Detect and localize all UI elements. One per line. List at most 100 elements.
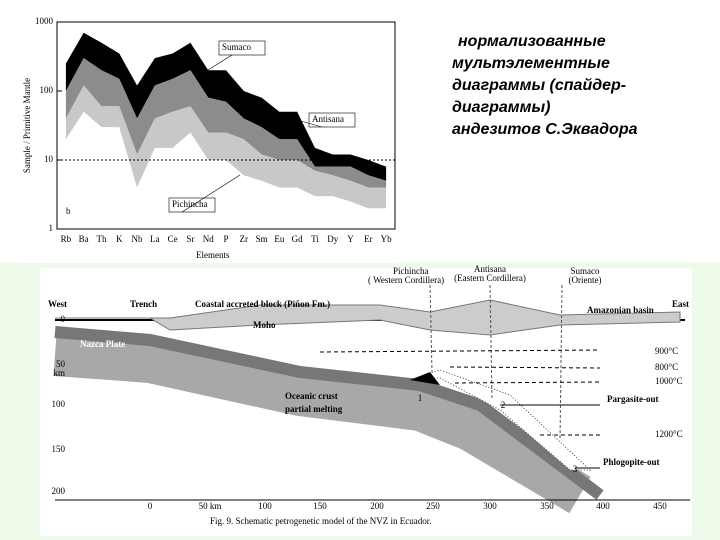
depth-label-line: km (53, 368, 65, 378)
distance-label: 100 (258, 501, 272, 511)
band-area (65, 32, 387, 181)
section-labels: West East Trench Coastal accreted block … (48, 264, 689, 526)
label: 1000°C (655, 376, 683, 386)
y-tick-label: 100 (40, 85, 54, 95)
plot-frame (56, 21, 396, 230)
heading-line: мультэлементные (452, 55, 610, 72)
label: partial melting (285, 404, 343, 414)
label: 1200°C (655, 429, 683, 439)
leader-line (289, 117, 323, 128)
melt-zone (409, 369, 592, 471)
heading-line: андезитов С.Эквадора (452, 121, 638, 138)
cross-section (53, 284, 690, 514)
series-label-box (168, 197, 216, 213)
label: Sumaco (571, 266, 600, 276)
depth-label: 50 km (53, 359, 65, 378)
stage: 3 (573, 464, 578, 474)
depth-label-line: 150 (52, 444, 66, 454)
label: Pargasite-out (607, 394, 659, 404)
depth-label: 100 (52, 399, 66, 409)
distance-label: 300 (483, 501, 497, 511)
label: (Eastern Cordillera) (454, 273, 526, 283)
slab-mantle (53, 334, 591, 514)
x-tick-label: Ti (311, 234, 319, 244)
label: Antisana (474, 264, 506, 274)
y-tick-label: 1000 (35, 16, 54, 26)
x-tick-label: K (116, 234, 123, 244)
melt-core (410, 372, 440, 385)
x-tick-label: Nd (203, 234, 214, 244)
x-tick-label: P (223, 234, 228, 244)
x-tick-label: Zr (240, 234, 249, 244)
magma-conduit (429, 284, 563, 441)
y-axis-label: Sample / Primitive Mantle (22, 78, 32, 173)
series-label-box (218, 40, 266, 56)
label: Moho (253, 320, 276, 330)
heading-line: диаграммы) (452, 99, 550, 116)
label: Nazca Plate (80, 339, 125, 349)
distance-label: 350 (540, 501, 554, 511)
heading-line: диаграммы (спайдер- (452, 77, 626, 94)
x-tick-label: Sm (256, 234, 268, 244)
x-tick-label: La (150, 234, 160, 244)
depth-label: 200 (52, 486, 66, 496)
x-tick-label: Er (364, 234, 373, 244)
distance-label: 250 (426, 501, 440, 511)
label: 800°C (655, 362, 678, 372)
x-tick-label: Gd (292, 234, 303, 244)
leader-line (199, 54, 233, 76)
distance-label: 400 (596, 501, 610, 511)
y-tick-label: 1 (49, 223, 54, 233)
depth-label: 150 (52, 444, 66, 454)
x-tick-label: Nb (132, 234, 143, 244)
x-tick-label: Sr (186, 234, 194, 244)
label: Trench (130, 299, 157, 309)
label: (Oriente) (569, 275, 602, 285)
band-area (65, 85, 387, 209)
label: West (48, 299, 67, 309)
label: Coastal accreted block (Piñon Fm.) (195, 299, 330, 309)
x-tick-label: Ba (79, 234, 89, 244)
heading: нормализованные мультэлементные диаграмм… (452, 33, 638, 138)
distance-label: 0 (148, 501, 153, 511)
caption: Fig. 9. Schematic petrogenetic model of … (210, 516, 431, 526)
panel-label: b (66, 206, 71, 216)
band-area (65, 58, 387, 188)
depth-label: 0 (61, 314, 66, 324)
leader-line (181, 174, 241, 213)
x-tick-label: Ce (168, 234, 178, 244)
distance-label: 50 km (199, 501, 222, 511)
depth-label-line: 100 (52, 399, 66, 409)
label: Pichincha (393, 266, 429, 276)
y-tick-label: 10 (44, 154, 54, 164)
distance-label: 200 (370, 501, 384, 511)
x-tick-label: Y (347, 234, 354, 244)
label: Oceanic crust (285, 391, 338, 401)
distance-label: 450 (653, 501, 667, 511)
slab-crust (54, 326, 604, 500)
depth-label-line: 0 (61, 314, 66, 324)
isotherm-line (319, 349, 601, 436)
x-tick-label: Yb (381, 234, 392, 244)
stage: 2 (501, 400, 506, 410)
label: 900°C (655, 346, 678, 356)
x-tick-label: Eu (274, 234, 284, 244)
series-label: Sumaco (222, 42, 251, 52)
stage: 1 (418, 393, 423, 403)
depth-label-line: 50 (56, 359, 66, 369)
label: Amazonian basin (587, 305, 654, 315)
crust (55, 299, 681, 336)
label: East (672, 299, 689, 309)
distance-label: 150 (313, 501, 327, 511)
x-tick-label: Rb (61, 234, 72, 244)
x-tick-label: Dy (327, 234, 338, 244)
series-label-box (308, 112, 356, 128)
heading-line: нормализованные (458, 33, 606, 50)
series-label: Antisana (312, 114, 344, 124)
depth-label-line: 200 (52, 486, 66, 496)
label: ( Western Cordillera) (368, 275, 444, 285)
leader-line (500, 404, 600, 469)
x-tick-label: Th (96, 234, 106, 244)
